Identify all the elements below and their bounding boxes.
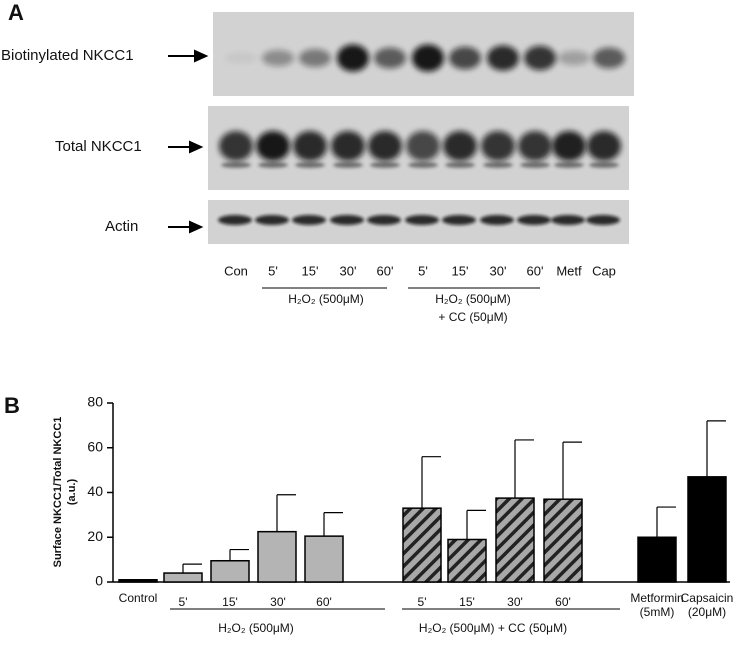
blot-band [256, 131, 290, 161]
x-tick-label: Control [118, 591, 158, 605]
blot-band [405, 215, 439, 225]
bar [447, 538, 487, 583]
lane-label: Cap [592, 263, 616, 278]
blot-band [443, 131, 477, 161]
x-tick-label: 30' [507, 595, 523, 609]
blot-band [551, 215, 585, 225]
panel-label: A [8, 0, 24, 25]
lane-label: 15' [452, 263, 469, 278]
group-label: + CC (50μM) [438, 310, 507, 324]
blot-band [225, 52, 257, 64]
arrows [168, 49, 209, 234]
lane-label: 30' [340, 263, 357, 278]
x-tick-label: 5' [417, 595, 427, 609]
blot-band [408, 162, 438, 168]
y-tick-label: 0 [95, 573, 103, 589]
group-label: H₂O₂ (500μM) + CC (50μM) [419, 621, 567, 635]
bar [687, 476, 727, 583]
blot-band [293, 131, 327, 161]
bar [637, 536, 677, 583]
bar [304, 535, 344, 583]
bar [257, 530, 297, 583]
bar [543, 498, 583, 583]
blot-band [337, 44, 369, 72]
bar [163, 572, 203, 583]
blot-band [333, 162, 363, 168]
lane-label: 30' [490, 263, 507, 278]
blot-band [552, 131, 586, 161]
lane-label: 5' [418, 263, 428, 278]
blot-band [593, 47, 625, 69]
group-label: H₂O₂ (500μM) [218, 621, 294, 635]
blot-label: Actin [105, 218, 138, 235]
blot-band [481, 131, 515, 161]
group-label: H₂O₂ (500μM) [435, 292, 511, 306]
blot-band [445, 162, 475, 168]
blot-band [412, 44, 444, 72]
y-tick-label: 80 [87, 394, 103, 410]
blot-band [292, 215, 326, 225]
blot-band [331, 131, 365, 161]
blots [208, 12, 634, 244]
lane-label: 60' [527, 263, 544, 278]
y-tick-label: 40 [87, 483, 103, 499]
lane-label: 5' [268, 263, 278, 278]
x-tick-label: 30' [270, 595, 286, 609]
blot-band [483, 162, 513, 168]
y-tick-label: 60 [87, 438, 103, 454]
blot-band [524, 45, 556, 71]
blot-band [518, 131, 552, 161]
x-tick-label: Metformin (5mM) [630, 591, 684, 619]
blot-band [554, 162, 584, 168]
blot-band [295, 162, 325, 168]
blot-band [517, 215, 551, 225]
panel-label: B [4, 393, 20, 418]
y-tick-label: 20 [87, 528, 103, 544]
blot-band [587, 131, 621, 161]
blot-band [221, 162, 251, 168]
blot-band [330, 215, 364, 225]
x-tick-label: Capsaicin (20μM) [680, 591, 734, 619]
blot-band [299, 48, 331, 68]
blot-band [520, 162, 550, 168]
y-axis-label: Surface NKCC1/Total NKCC1 [52, 417, 64, 568]
group-label: H₂O₂ (500μM) [288, 292, 364, 306]
blot-band [255, 215, 289, 225]
blot-band [480, 215, 514, 225]
bar [118, 579, 158, 583]
x-tick-label: 60' [555, 595, 571, 609]
blot-band [262, 49, 294, 67]
blot-band [449, 46, 481, 70]
x-tick-label: 5' [178, 595, 188, 609]
x-tick-label: 15' [222, 595, 238, 609]
lane-label: Con [224, 263, 248, 278]
blot-band [374, 47, 406, 69]
blot-band [586, 215, 620, 225]
x-tick-label: 15' [459, 595, 475, 609]
lane-label: 15' [302, 263, 319, 278]
blot-band [370, 162, 400, 168]
blot-band [406, 131, 440, 161]
blot-label: Biotinylated NKCC1 [1, 47, 134, 64]
bar [210, 559, 250, 583]
blot-band [219, 131, 253, 161]
blot-band [442, 215, 476, 225]
blot-band [589, 162, 619, 168]
blot-band [558, 50, 590, 66]
blot-band [368, 131, 402, 161]
bar [402, 507, 442, 583]
x-tick-label: 60' [316, 595, 332, 609]
y-axis-label: (a.u.) [66, 479, 78, 506]
lane-label: 60' [377, 263, 394, 278]
blot-band [258, 162, 288, 168]
bar [495, 497, 535, 583]
lane-label: Metf [556, 263, 582, 278]
blot-label: Total NKCC1 [55, 138, 142, 155]
blot-band [218, 215, 252, 225]
blot-band [367, 215, 401, 225]
blot-band [487, 45, 519, 71]
